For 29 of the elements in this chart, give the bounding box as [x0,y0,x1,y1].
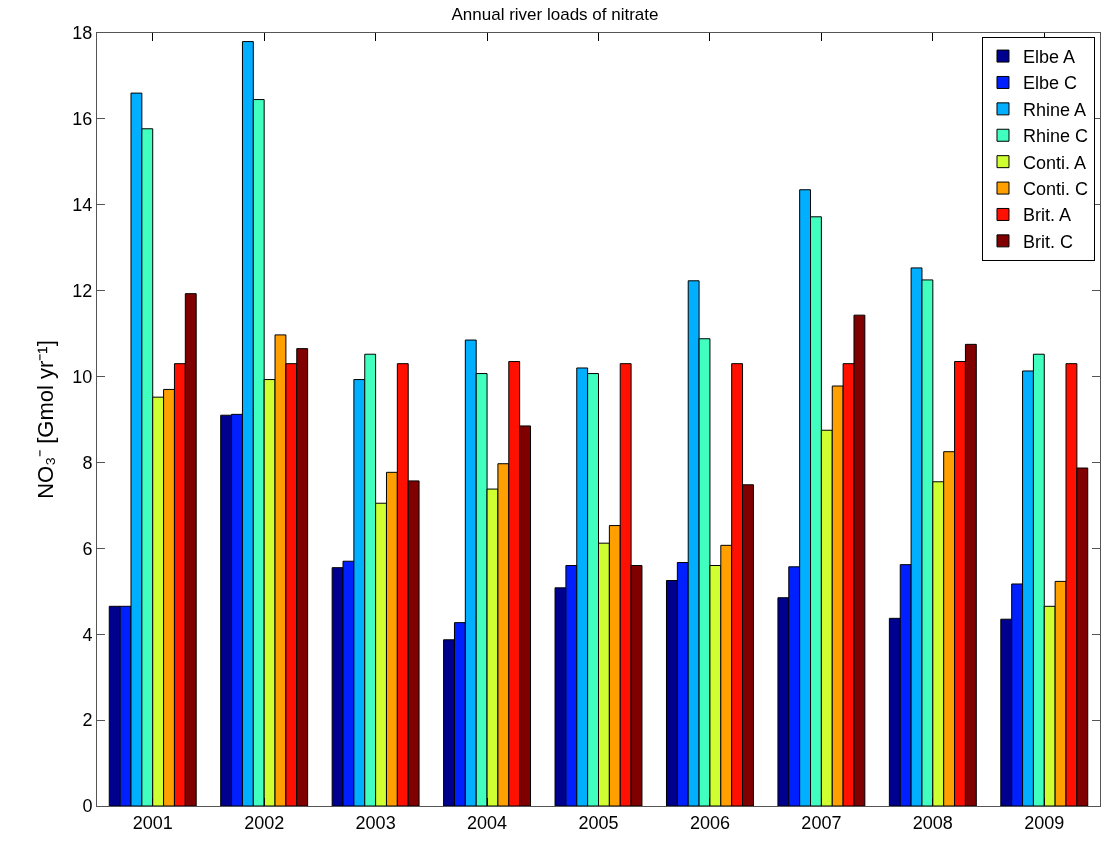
y-tick-label: 4 [82,624,93,645]
y-tick-label: 8 [82,452,93,473]
y-tick-label: 12 [72,280,93,301]
y-axis-title: NO₃⁻ [Gmol yr⁻¹] [33,340,59,499]
x-tick-label: 2001 [132,812,173,833]
x-tick-label: 2009 [1024,812,1065,833]
y-tick-label: 10 [72,366,93,387]
legend-label: Rhine A [1022,99,1087,120]
y-tick-label: 18 [72,23,93,44]
legend-label: Elbe C [1022,73,1078,94]
y-tick-label: 16 [72,109,93,130]
legend-label: Conti. C [1022,179,1089,200]
x-tick-label: 2002 [244,812,285,833]
legend-label: Rhine C [1022,126,1089,147]
x-tick-label: 2005 [578,812,619,833]
x-tick-label: 2006 [689,812,730,833]
y-tick-label: 0 [82,796,93,817]
legend-label: Elbe A [1022,47,1076,68]
x-tick-label: 2004 [467,812,508,833]
x-tick-label: 2007 [801,812,842,833]
legend-label: Brit. A [1022,205,1071,226]
chart-title: Annual river loads of nitrate [451,5,659,25]
y-tick-label: 2 [82,710,93,731]
legend-label: Conti. A [1022,152,1087,173]
x-tick-label: 2003 [355,812,396,833]
y-tick-label: 6 [82,538,93,559]
legend-label: Brit. C [1022,231,1073,252]
x-tick-label: 2008 [912,812,953,833]
y-tick-label: 14 [72,195,93,216]
